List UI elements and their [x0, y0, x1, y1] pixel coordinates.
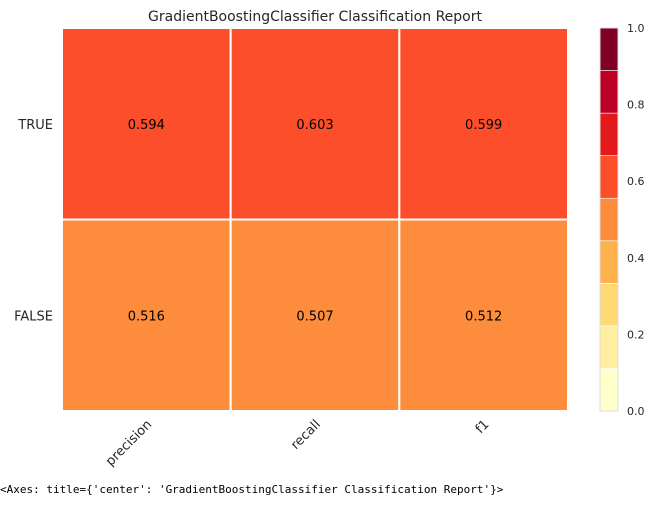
colorbar-segment [599, 283, 619, 327]
colorbar-tick-label: 0.4 [627, 252, 645, 265]
cell-value-label: 0.599 [465, 118, 502, 133]
heatmap-cell [229, 27, 401, 221]
cell-value-label: 0.603 [296, 118, 333, 133]
colorbar-tick-label: 1.0 [627, 22, 645, 35]
colorbar-segment [599, 112, 619, 156]
colorbar-segment [599, 70, 619, 114]
colorbar-segment [599, 325, 619, 369]
colorbar-segment [599, 197, 619, 242]
cell-value-label: 0.594 [128, 118, 165, 133]
colorbar-segment [599, 240, 619, 284]
heatmap-cell [61, 27, 232, 221]
heatmap-svg: GradientBoostingClassifier Classificatio… [14, 9, 645, 469]
heatmap-cell [61, 218, 232, 412]
chart-title: GradientBoostingClassifier Classificatio… [148, 9, 482, 25]
column-label: precision [103, 417, 155, 469]
colorbar-segment [599, 368, 619, 412]
cell-value-label: 0.516 [128, 309, 165, 324]
heatmap-cell [229, 218, 401, 412]
colorbar-frame [599, 27, 619, 412]
colorbar-tick-label: 0.6 [627, 175, 645, 188]
colorbar-tick-label: 0.0 [627, 405, 645, 418]
heatmap-cell [398, 218, 570, 412]
column-label: recall [288, 417, 324, 453]
colorbar-tick-label: 0.2 [627, 328, 645, 341]
colorbar-segment [599, 155, 619, 199]
colorbar-segment [599, 27, 619, 71]
cell-value-label: 0.507 [296, 309, 333, 324]
colorbar-tick-label: 0.8 [627, 99, 645, 112]
heatmap-cell [398, 27, 570, 221]
row-label: TRUE [17, 118, 53, 133]
cell-value-label: 0.512 [465, 309, 502, 324]
column-label: f1 [473, 417, 493, 437]
axes-repr-output: <Axes: title={'center': 'GradientBoostin… [0, 483, 504, 496]
row-label: FALSE [14, 309, 53, 324]
